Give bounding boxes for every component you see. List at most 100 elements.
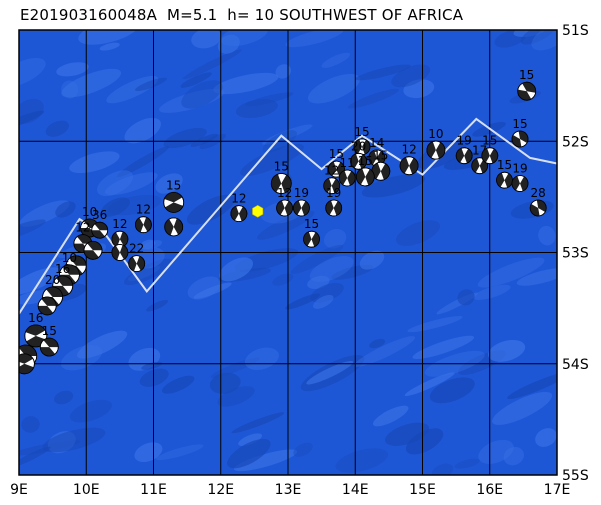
- focal-mechanism[interactable]: [134, 216, 152, 234]
- focal-mechanism[interactable]: [425, 140, 446, 161]
- mechanism-quadrant: [328, 161, 337, 177]
- mechanism-quadrant: [271, 174, 282, 193]
- focal-mechanism[interactable]: [353, 138, 372, 157]
- focal-mechanism[interactable]: [368, 149, 387, 168]
- focal-mechanism[interactable]: [509, 128, 531, 150]
- focal-mechanism[interactable]: [495, 171, 514, 190]
- focal-mechanism[interactable]: [338, 169, 357, 188]
- longitude-tick-label: 10E: [73, 482, 100, 498]
- focal-mechanism[interactable]: [163, 191, 185, 213]
- bathymetry-patch: [139, 368, 169, 387]
- bathymetry-patch: [191, 30, 222, 49]
- mechanism-quadrant: [38, 305, 53, 315]
- mechanism-outline: [455, 147, 473, 165]
- focal-mechanism[interactable]: [270, 172, 293, 195]
- focal-mechanism[interactable]: [81, 238, 106, 263]
- bathymetry-patch: [407, 316, 463, 333]
- focal-mechanism[interactable]: [275, 199, 294, 218]
- focal-mechanism[interactable]: [514, 79, 539, 104]
- mechanism-depth-label: 15: [354, 125, 369, 139]
- longitude-tick-label: 15E: [409, 482, 436, 498]
- focal-mechanism[interactable]: [302, 230, 321, 249]
- mechanism-depth-label: 12: [401, 143, 416, 157]
- bathymetry-patch: [285, 293, 321, 310]
- mechanism-outline: [83, 240, 103, 260]
- focal-mechanism[interactable]: [511, 174, 530, 193]
- mechanism-depth-label: 36: [92, 208, 107, 222]
- focal-mechanism[interactable]: [111, 230, 129, 248]
- bathymetry-patch: [61, 68, 122, 98]
- mechanism-quadrant: [380, 163, 390, 180]
- mechanism-quadrant: [362, 139, 370, 155]
- bathymetry-patch: [313, 294, 334, 309]
- bathymetry-patch: [391, 64, 431, 88]
- bathymetry-patch: [77, 330, 128, 359]
- mechanism-quadrant: [409, 157, 419, 175]
- focal-mechanism[interactable]: [89, 219, 111, 241]
- focal-mechanism[interactable]: [164, 217, 184, 237]
- bathymetry-patch: [19, 219, 46, 242]
- mechanism-quadrant: [376, 150, 385, 166]
- longitude-tick-labels: 9E 10E 11E 12E 13E 14E 15E 16E 17E: [10, 482, 570, 498]
- bathymetry-patch: [507, 371, 557, 400]
- page-title: E201903160048A M=5.1 h= 10 SOUTHWEST OF …: [20, 6, 464, 24]
- mechanism-depth-label: 19: [326, 186, 341, 200]
- mechanism-quadrant: [40, 347, 56, 357]
- mechanism-quadrant: [56, 275, 73, 286]
- focal-mechanism[interactable]: [128, 255, 146, 273]
- bathymetry-patch: [244, 347, 279, 371]
- focal-mechanism[interactable]: [349, 152, 368, 171]
- mechanism-quadrant: [77, 234, 92, 244]
- mechanism-outline: [511, 175, 529, 192]
- mechanism-quadrant: [111, 245, 120, 261]
- focal-mechanism[interactable]: [324, 199, 343, 218]
- focal-mechanism[interactable]: [481, 146, 500, 165]
- mechanism-depth-label: 14: [369, 136, 384, 150]
- bathymetry-patch: [106, 75, 159, 104]
- focal-mechanism[interactable]: [399, 155, 420, 176]
- focal-mechanism[interactable]: [111, 244, 129, 261]
- bathymetry-patch: [69, 151, 120, 174]
- mechanism-depth-label: 15: [497, 158, 512, 172]
- mechanism-quadrant: [464, 148, 473, 164]
- focal-mechanism[interactable]: [230, 204, 249, 223]
- mechanism-depth-label: 12: [324, 164, 339, 178]
- mechanism-quadrant: [143, 217, 152, 232]
- focal-mechanism[interactable]: [355, 166, 376, 187]
- bathymetry-patch: [477, 257, 545, 288]
- focal-mechanism[interactable]: [37, 335, 62, 360]
- bathymetry-patch: [181, 80, 223, 109]
- mechanism-depth-label: 12: [75, 221, 90, 235]
- longitude-tick-label: 12E: [207, 482, 234, 498]
- focal-mechanism[interactable]: [292, 199, 311, 218]
- focal-mechanism[interactable]: [322, 176, 341, 195]
- focal-mechanism[interactable]: [370, 161, 391, 182]
- bathymetry-patch: [245, 92, 294, 107]
- mechanism-depth-label: 12: [112, 217, 127, 231]
- bathymetry-patch: [193, 282, 232, 299]
- mechanism-outline: [19, 353, 35, 375]
- mechanism-outline: [325, 199, 343, 217]
- mechanism-quadrant: [284, 201, 293, 216]
- bathymetry-patch: [369, 338, 386, 349]
- bathymetry-patch: [161, 375, 195, 394]
- focal-mechanism[interactable]: [14, 353, 35, 375]
- focal-mechanism[interactable]: [455, 146, 474, 165]
- bathymetry-patch: [503, 446, 525, 466]
- mechanism-depth-label: 19: [512, 162, 527, 176]
- focal-mechanism[interactable]: [470, 156, 489, 175]
- mechanism-quadrant: [230, 206, 239, 221]
- longitude-tick-label: 16E: [476, 482, 503, 498]
- bathymetry-patch: [234, 449, 298, 472]
- mechanism-outline: [39, 337, 59, 357]
- focal-mechanism[interactable]: [35, 294, 60, 319]
- mechanism-quadrant: [136, 256, 145, 271]
- bathymetry-patch: [473, 284, 511, 300]
- event-epicenter-marker[interactable]: [252, 204, 264, 218]
- mechanism-depth-label: 22: [129, 242, 144, 256]
- longitude-tick-label: 9E: [10, 482, 28, 498]
- latitude-tick-labels: 51S 52S 53S 54S 55S: [562, 23, 589, 484]
- focal-mechanism[interactable]: [527, 197, 549, 219]
- mechanism-depth-label: 20: [45, 273, 60, 287]
